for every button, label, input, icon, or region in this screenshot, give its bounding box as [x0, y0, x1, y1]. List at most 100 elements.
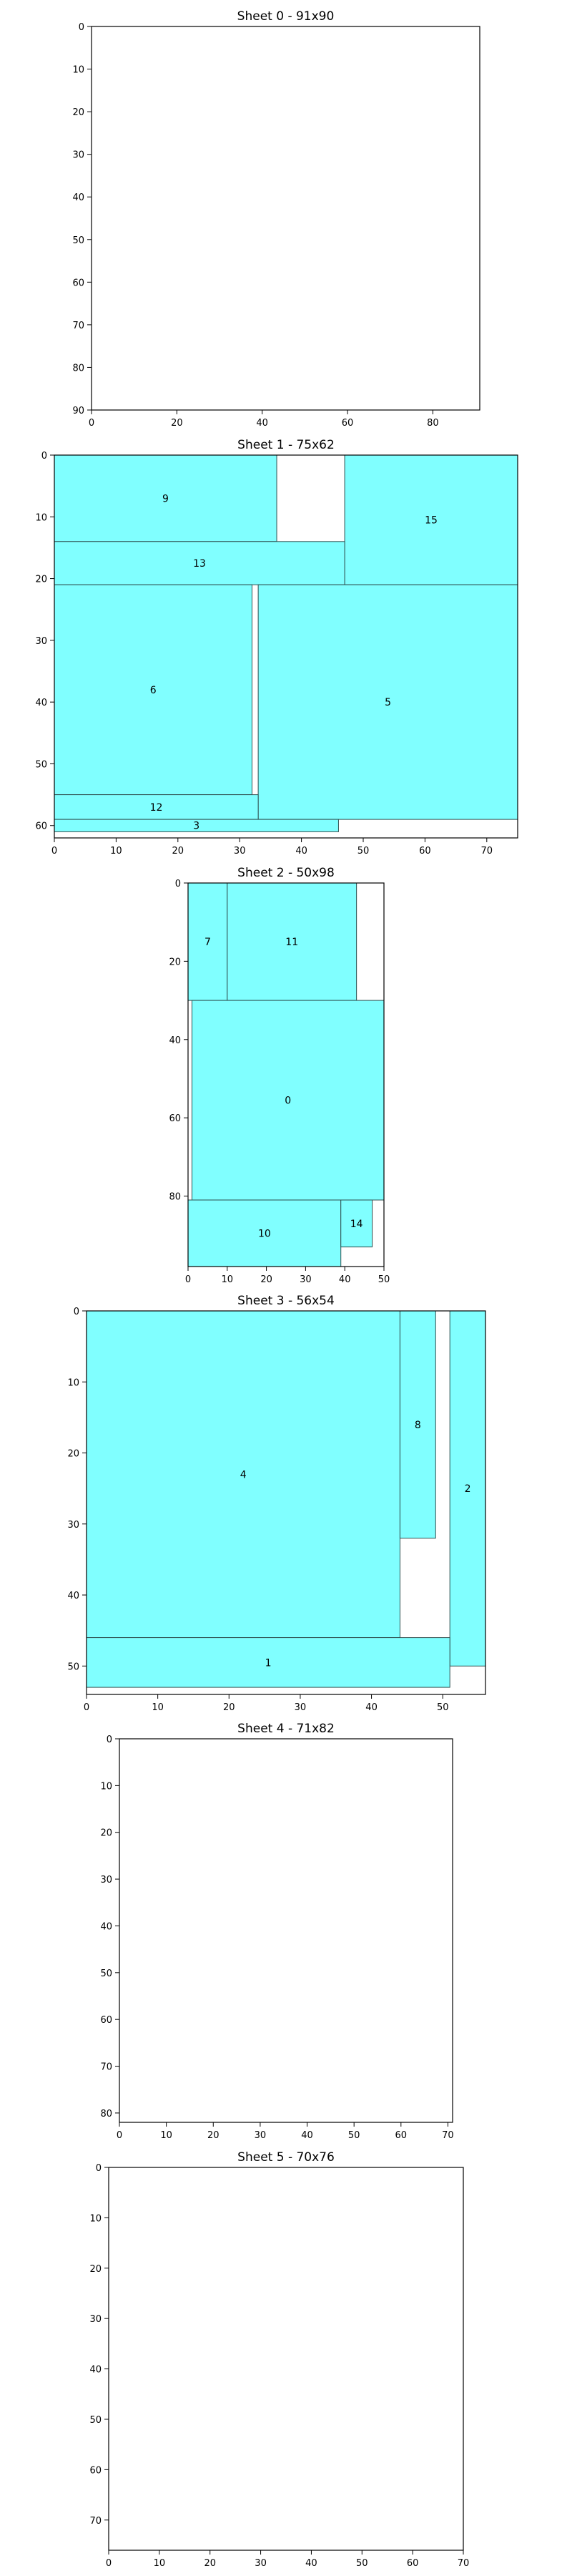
y-tick-label: 30: [35, 636, 47, 647]
y-tick-label: 80: [100, 2109, 112, 2119]
y-tick-label: 50: [67, 1662, 79, 1672]
y-tick-label: 0: [79, 22, 84, 33]
x-tick-label: 30: [300, 1274, 312, 1285]
y-tick-label: 20: [72, 107, 84, 118]
x-tick-label: 50: [437, 1702, 449, 1713]
y-tick-label: 0: [107, 1735, 112, 1745]
y-tick-label: 0: [41, 451, 47, 462]
piece-label: 6: [150, 685, 157, 696]
piece-14: [340, 1199, 373, 1248]
y-tick-label: 20: [35, 575, 47, 585]
y-tick-label: 50: [100, 1968, 112, 1979]
y-tick-label: 20: [169, 957, 181, 967]
sheet-frame: [54, 454, 518, 839]
x-tick-label: 20: [204, 2558, 216, 2569]
x-tick-label: 10: [154, 2558, 166, 2569]
panel-title: Sheet 4 - 71x82: [237, 1722, 335, 1736]
piece-label: 9: [162, 493, 169, 504]
x-tick-label: 70: [442, 2130, 454, 2141]
y-tick-label: 60: [35, 821, 47, 832]
piece-4: [86, 1310, 400, 1639]
y-tick-label: 60: [100, 2015, 112, 2026]
y-tick-label: 90: [72, 406, 84, 416]
x-tick-label: 20: [207, 2130, 220, 2141]
y-tick-label: 40: [100, 1921, 112, 1932]
x-tick-label: 40: [256, 418, 268, 429]
piece-label: 11: [285, 937, 298, 948]
x-tick-label: 40: [301, 2130, 313, 2141]
y-tick-label: 30: [100, 1875, 112, 1885]
y-tick-label: 60: [89, 2465, 102, 2476]
y-tick-label: 20: [100, 1828, 112, 1839]
x-tick-label: 80: [427, 418, 439, 429]
x-tick-label: 50: [358, 846, 370, 857]
piece-label: 4: [240, 1469, 247, 1480]
piece-1: [86, 1637, 450, 1688]
x-tick-label: 70: [481, 846, 493, 857]
x-tick-label: 10: [160, 2130, 172, 2141]
panel-title: Sheet 2 - 50x98: [237, 866, 335, 880]
y-tick-label: 30: [72, 150, 84, 161]
x-tick-label: 50: [378, 1274, 390, 1285]
piece-label: 7: [204, 937, 211, 948]
y-tick-label: 30: [67, 1520, 79, 1531]
x-tick-label: 10: [110, 846, 122, 857]
y-tick-label: 20: [67, 1449, 79, 1460]
x-tick-label: 50: [356, 2558, 368, 2569]
x-tick-label: 20: [223, 1702, 235, 1713]
x-tick-label: 20: [260, 1274, 272, 1285]
y-tick-label: 0: [74, 1307, 79, 1317]
y-tick-label: 30: [89, 2314, 102, 2325]
piece-label: 5: [385, 697, 391, 708]
y-tick-label: 10: [72, 65, 84, 76]
y-tick-label: 40: [35, 698, 47, 708]
x-tick-label: 60: [407, 2558, 419, 2569]
x-tick-label: 0: [106, 2558, 112, 2569]
y-tick-label: 0: [96, 2163, 102, 2174]
y-tick-label: 50: [35, 759, 47, 770]
sheet-panel-0: Sheet 0 - 91x90 0 20 40 60 80 0 10 20 30 40 50 60 70 8…: [72, 9, 480, 429]
sheet-panel-5: Sheet 5 - 70x76 0 10 20 30 40 50 60 70 0 10 20 30 40 5…: [89, 2150, 469, 2569]
y-tick-label: 10: [35, 512, 47, 523]
piece-label: 3: [193, 821, 199, 832]
piece-label: 10: [258, 1229, 271, 1240]
y-tick-label: 60: [72, 278, 84, 288]
y-tick-label: 20: [89, 2264, 102, 2275]
y-tick-label: 50: [89, 2415, 102, 2426]
x-tick-label: 40: [339, 1274, 351, 1285]
piece-label: 1: [265, 1657, 272, 1669]
y-tick-label: 10: [67, 1377, 79, 1388]
y-tick-label: 60: [169, 1113, 181, 1124]
panel-title: Sheet 5 - 70x76: [237, 2150, 335, 2165]
piece-label: 12: [150, 802, 163, 814]
x-tick-label: 40: [295, 846, 307, 857]
piece-5: [257, 584, 518, 820]
x-tick-label: 0: [185, 1274, 191, 1285]
y-tick-label: 70: [100, 2062, 112, 2073]
sheet-panel-4: Sheet 4 - 71x82 0 10 20 30 40 50 60 70 0 10 20 30 40 5…: [100, 1722, 453, 2141]
y-tick-label: 80: [169, 1192, 181, 1203]
x-tick-label: 60: [419, 846, 431, 857]
piece-label: 14: [350, 1219, 363, 1230]
sheet-frame: [119, 1738, 453, 2123]
x-tick-label: 70: [458, 2558, 470, 2569]
x-tick-label: 30: [234, 846, 246, 857]
y-tick-label: 70: [72, 321, 84, 331]
x-tick-label: 0: [117, 2130, 122, 2141]
x-tick-label: 50: [348, 2130, 360, 2141]
x-tick-label: 0: [51, 846, 57, 857]
panel-title: Sheet 0 - 91x90: [237, 9, 335, 24]
x-tick-label: 20: [171, 418, 183, 429]
x-tick-label: 0: [84, 1702, 89, 1713]
y-tick-label: 40: [89, 2365, 102, 2376]
sheet-frame: [187, 882, 385, 1267]
y-tick-label: 40: [169, 1035, 181, 1046]
piece-0: [191, 1000, 385, 1201]
x-tick-label: 60: [342, 418, 354, 429]
y-tick-label: 40: [67, 1591, 79, 1601]
piece-9: [54, 454, 277, 542]
sheet-frame: [86, 1310, 486, 1695]
piece-label: 2: [465, 1483, 471, 1495]
